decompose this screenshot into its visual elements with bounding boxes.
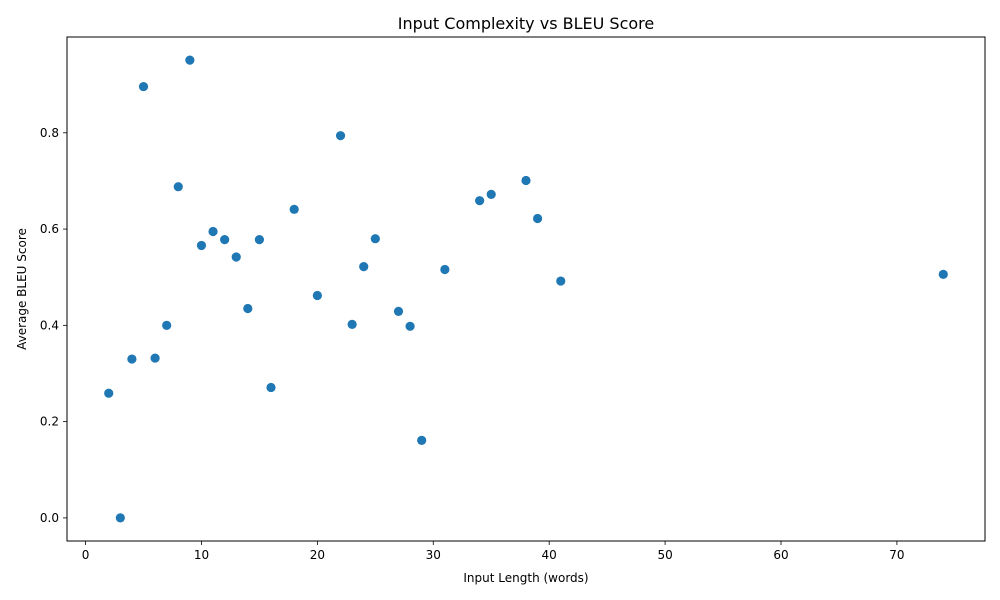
data-point-6 [173,182,183,192]
data-point-9 [208,226,218,237]
data-point-25 [475,196,485,206]
x-axis-ticks: 0 10 20 30 40 50 60 70 [82,541,905,562]
y-axis-label: Average BLEU Score [15,228,29,350]
chart-title: Input Complexity vs BLEU Score [398,14,654,33]
data-point-26 [486,189,496,200]
x-tick-label: 50 [657,548,672,562]
data-point-1 [115,513,125,523]
x-tick-label: 60 [773,548,788,562]
data-point-12 [243,303,253,314]
scatter-points [104,55,948,523]
data-point-16 [312,290,322,301]
x-tick-label: 70 [889,548,904,562]
data-point-20 [370,234,380,244]
data-point-22 [405,321,415,331]
data-point-23 [417,435,427,445]
data-point-8 [196,240,207,251]
data-point-28 [532,213,543,224]
x-tick-label: 20 [310,548,325,562]
data-point-21 [393,306,404,316]
data-point-24 [440,264,450,275]
data-point-7 [185,55,195,65]
y-axis-ticks: 0.0 0.2 0.4 0.6 0.8 [40,126,67,525]
data-point-0 [104,388,114,398]
x-tick-label: 10 [194,548,209,562]
data-point-30 [938,269,948,279]
plot-frame [66,36,986,542]
data-point-10 [220,235,230,245]
y-tick-label: 0.8 [40,126,59,140]
x-tick-label: 30 [426,548,441,562]
data-point-17 [335,131,346,141]
data-point-27 [521,175,531,186]
data-point-11 [231,252,241,262]
y-tick-label: 0.0 [40,511,59,525]
data-point-18 [347,319,357,329]
y-tick-label: 0.6 [40,222,59,236]
x-axis-label: Input Length (words) [463,571,588,585]
y-tick-label: 0.2 [40,415,59,429]
x-tick-label: 0 [82,548,90,562]
data-point-15 [289,204,299,214]
data-point-14 [266,382,276,393]
y-tick-label: 0.4 [40,318,59,332]
data-point-4 [150,353,160,363]
data-point-5 [162,320,172,330]
data-point-13 [254,235,265,245]
data-point-29 [556,276,566,286]
data-point-2 [127,354,137,364]
data-point-19 [359,262,369,272]
data-point-3 [138,81,149,92]
x-tick-label: 40 [542,548,557,562]
